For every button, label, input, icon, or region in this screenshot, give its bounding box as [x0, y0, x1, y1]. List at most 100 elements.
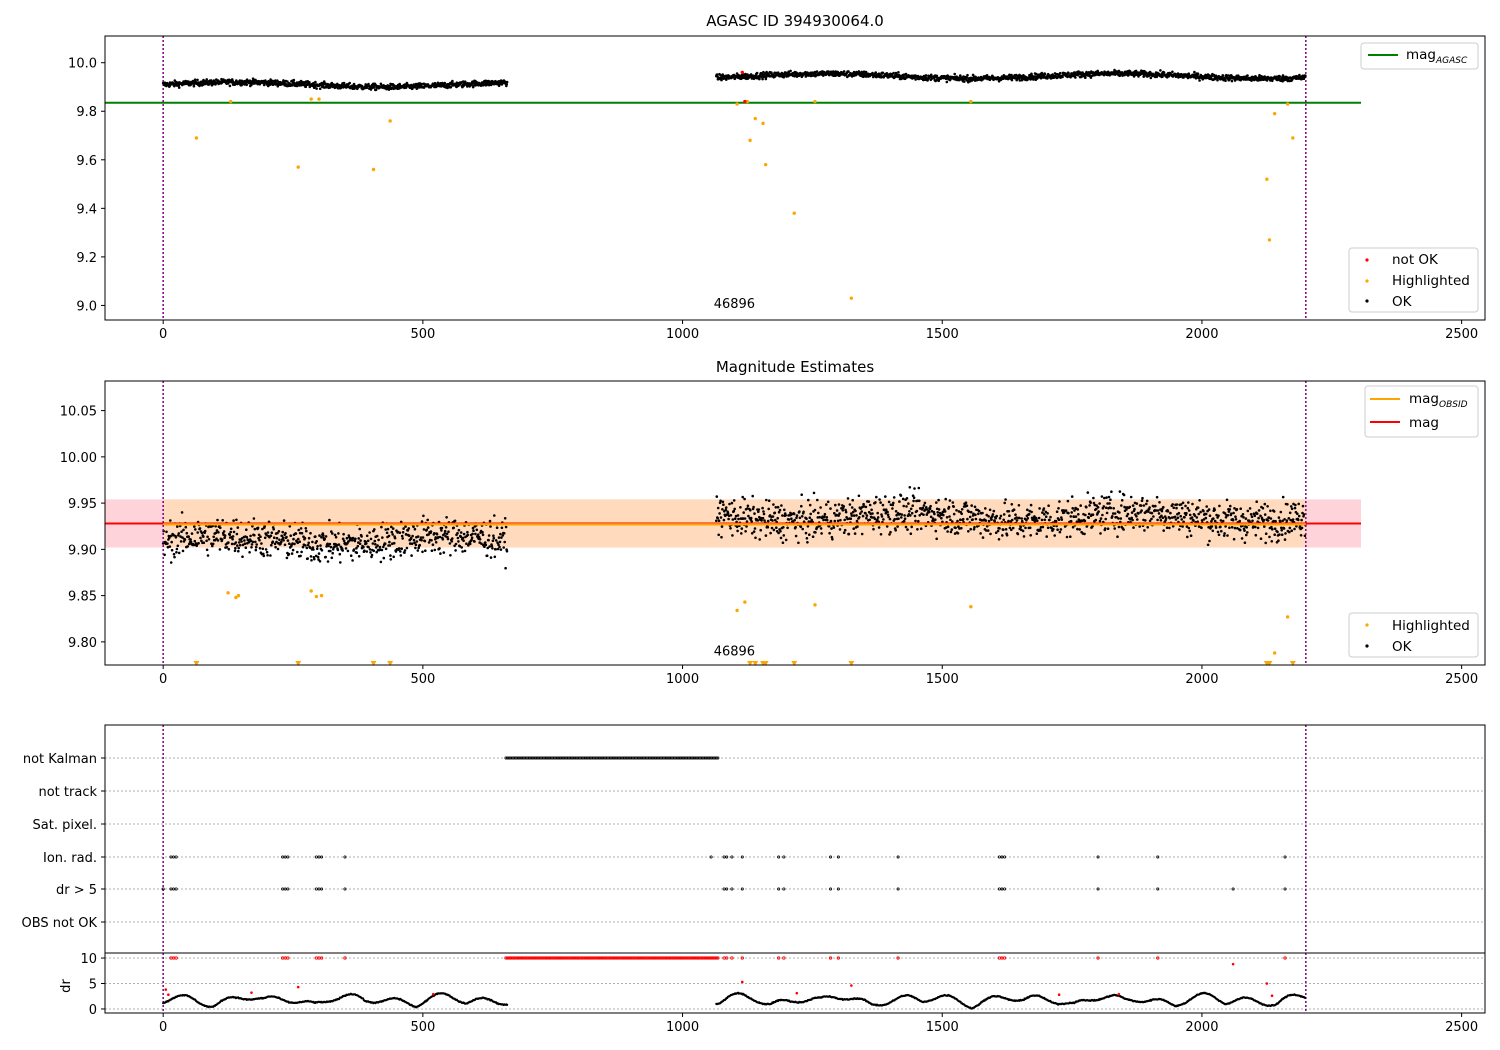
ok-point: [790, 517, 793, 520]
ok-point: [281, 530, 285, 534]
ok-point: [1010, 78, 1014, 82]
ok-point: [1234, 515, 1237, 518]
ok-point: [1015, 73, 1018, 77]
ok-point: [999, 514, 1003, 518]
legend-not-ok-label: not OK: [1392, 252, 1439, 268]
ok-point: [355, 551, 359, 554]
ok-point: [862, 70, 866, 73]
ok-point: [782, 526, 785, 529]
ok-point: [170, 548, 174, 552]
ok-point: [851, 510, 855, 514]
ok-point: [358, 527, 362, 531]
ok-point: [1178, 528, 1181, 531]
ok-point: [180, 530, 183, 533]
ok-point: [948, 515, 951, 518]
ok-point: [218, 548, 222, 551]
ok-point: [1244, 517, 1248, 520]
ok-point: [1089, 501, 1092, 505]
highlighted-point: [969, 605, 973, 609]
ok-point: [1177, 511, 1181, 515]
ok-point: [461, 536, 465, 540]
ok-point: [798, 510, 801, 513]
ok-point: [1271, 528, 1274, 531]
ok-point: [360, 84, 364, 88]
ok-point: [1043, 72, 1047, 76]
ok-point: [856, 525, 859, 528]
ok-point: [484, 543, 488, 547]
highlighted-point: [748, 138, 752, 143]
ok-point: [910, 525, 913, 529]
ok-point: [1186, 535, 1189, 539]
ok-point: [908, 510, 911, 513]
ok-point: [894, 529, 897, 532]
ok-point: [1246, 531, 1249, 534]
ok-point: [499, 548, 503, 551]
ok-point: [439, 552, 442, 555]
ok-point: [488, 545, 491, 548]
ok-point: [829, 507, 832, 510]
highlighted-point: [1265, 177, 1269, 181]
ok-point: [460, 546, 464, 549]
ok-point: [472, 529, 475, 532]
ok-point: [181, 549, 185, 553]
ok-point: [1207, 508, 1211, 511]
ok-point: [388, 84, 392, 88]
ok-point: [778, 508, 782, 512]
ok-point: [303, 536, 307, 540]
ok-point: [1255, 500, 1258, 504]
ok-point: [1219, 525, 1222, 529]
ok-point: [720, 525, 724, 528]
ok-point: [1007, 519, 1010, 523]
ok-point: [1029, 503, 1033, 507]
ok-point: [875, 495, 878, 499]
ok-point: [1241, 513, 1245, 516]
ok-point: [855, 514, 858, 517]
highlighted-point: [317, 97, 321, 101]
ok-point: [372, 549, 376, 553]
ok-point: [1140, 509, 1143, 512]
ok-point: [1291, 518, 1295, 521]
ok-point: [219, 526, 222, 530]
ok-point: [291, 83, 294, 86]
ok-point: [424, 549, 427, 552]
ok-point: [500, 536, 503, 539]
ok-point: [339, 561, 342, 564]
ok-point: [264, 548, 268, 551]
ok-point: [234, 541, 238, 544]
ok-point: [1206, 543, 1210, 547]
x-tick-label: 2500: [1445, 327, 1478, 342]
ok-point: [170, 540, 173, 544]
ok-point: [729, 514, 733, 517]
ok-point: [755, 71, 759, 75]
ok-point: [435, 533, 439, 536]
ok-point: [314, 80, 317, 84]
ok-point: [366, 539, 370, 543]
ok-point: [377, 538, 380, 542]
ok-point: [823, 512, 827, 516]
ok-point: [981, 536, 985, 539]
ok-point: [359, 539, 362, 542]
ok-point: [231, 537, 234, 541]
ok-point: [1102, 505, 1106, 508]
y-tick-label: 10.0: [68, 57, 97, 72]
ok-point: [893, 517, 896, 521]
ok-point: [462, 539, 465, 542]
ok-point: [761, 77, 764, 81]
ok-point: [328, 518, 331, 522]
ok-point: [258, 538, 261, 542]
ok-point: [1077, 513, 1080, 516]
ok-point: [848, 503, 852, 506]
legend-highlighted-label: Highlighted: [1392, 273, 1470, 289]
ok-point: [388, 544, 392, 547]
ok-point: [914, 519, 917, 523]
ok-point: [742, 511, 745, 514]
ok-point: [935, 74, 939, 78]
ok-point: [779, 530, 782, 533]
ok-point: [293, 542, 296, 546]
ok-point: [329, 545, 333, 549]
ok-point: [735, 72, 739, 75]
ok-point: [344, 547, 348, 550]
ok-point: [193, 78, 197, 81]
ok-point: [751, 494, 754, 498]
ok-point: [1150, 511, 1154, 515]
